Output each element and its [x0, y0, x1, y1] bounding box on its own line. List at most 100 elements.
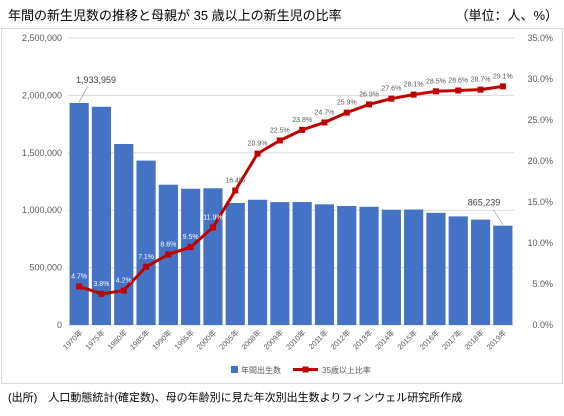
ratio-data-label: 23.8% [292, 117, 312, 124]
bar [314, 204, 335, 325]
bar [181, 188, 201, 325]
line-series [76, 83, 506, 297]
ratio-marker [343, 109, 350, 116]
x-axis-tick-label: 1985年 [127, 327, 152, 352]
ratio-data-label: 29.1% [493, 73, 513, 80]
source-note: (出所) 人口動態統計(確定数)、母の年齢別に見た年次別出生数よりフィンウェル研… [8, 392, 463, 404]
bar [136, 160, 156, 325]
y2-axis-tick-label: 30.0% [527, 74, 553, 84]
leader-lines [78, 86, 504, 225]
bar [91, 106, 112, 325]
bar [114, 143, 134, 325]
ratio-data-label: 9.5% [183, 234, 199, 241]
x-axis-tick-label: 2005年 [216, 327, 241, 352]
bar-data-label: 865,239 [468, 198, 501, 208]
ratio-marker [432, 88, 439, 95]
ratio-marker [254, 150, 261, 157]
legend-marker-ratio [302, 366, 309, 373]
ratio-marker [209, 224, 216, 231]
legend-swatch-births [231, 366, 238, 373]
category-axis: 1970年1975年1980年1985年1990年1995年2000年2005年… [60, 327, 508, 352]
bar [448, 216, 468, 325]
bar [426, 212, 446, 325]
ratio-marker [276, 137, 283, 144]
x-axis-tick-label: 1995年 [172, 327, 197, 352]
y2-axis-tick-label: 0.0% [532, 320, 553, 330]
bar [292, 202, 312, 325]
ratio-marker [299, 126, 306, 133]
data-labels: 1,933,959 865,239 4.7% 3.8% 4.2% 7.1% 8.6% 9.5%… [71, 73, 513, 287]
chart-area-border [1, 28, 563, 384]
x-axis-tick-label: 2013年 [350, 327, 375, 352]
ratio-data-label: 11.9% [203, 214, 222, 221]
right-axis: 0.0% 5.0% 10.0% 15.0% 20.0% 25.0% 30.0% 35.0% [527, 33, 553, 330]
y-axis-tick-label: 1,500,000 [22, 148, 62, 158]
ratio-data-label: 26.9% [359, 91, 379, 98]
ratio-data-label: 8.6% [160, 241, 176, 248]
y2-axis-tick-label: 20.0% [527, 156, 553, 166]
chart-title: 年間の新生児数の推移と母親が 35 歳以上の新生児の比率 [8, 8, 342, 23]
legend-label-ratio: 35歳以上比率 [322, 365, 371, 375]
y-axis-tick-label: 500,000 [29, 263, 62, 273]
bar [270, 202, 290, 325]
ratio-data-label: 16.4% [225, 178, 245, 185]
bar [381, 209, 401, 325]
bar-series [69, 102, 513, 325]
ratio-data-label: 25.9% [337, 100, 357, 107]
ratio-data-label: 24.7% [315, 109, 335, 116]
y2-axis-tick-label: 25.0% [527, 115, 553, 125]
ratio-marker [98, 290, 105, 297]
ratio-marker [120, 287, 127, 294]
x-axis-tick-label: 2011年 [306, 327, 330, 351]
x-axis-tick-label: 1975年 [83, 327, 108, 352]
legend-label-births: 年間出生数 [241, 365, 281, 375]
x-axis-tick-label: 2016年 [417, 327, 442, 352]
bar [493, 225, 513, 325]
y2-axis-tick-label: 10.0% [527, 238, 553, 248]
bar [404, 209, 424, 325]
ratio-marker [366, 101, 373, 108]
ratio-marker [499, 83, 506, 90]
bar [69, 102, 89, 325]
bar-label-leader-line [493, 209, 504, 225]
ratio-marker [76, 283, 83, 290]
ratio-marker [410, 91, 417, 98]
ratio-data-label: 28.7% [471, 77, 491, 84]
ratio-data-label: 3.8% [93, 281, 109, 288]
bar [337, 205, 357, 325]
ratio-marker [165, 251, 172, 258]
bar [470, 219, 491, 325]
bar [203, 188, 223, 325]
ratio-marker [388, 95, 395, 102]
y2-axis-tick-label: 5.0% [532, 279, 553, 289]
bar [359, 206, 379, 325]
x-axis-tick-label: 2015年 [395, 327, 420, 352]
ratio-marker [321, 119, 328, 126]
x-axis-tick-label: 2018年 [462, 327, 487, 352]
y2-axis-tick-label: 35.0% [527, 33, 553, 43]
gridlines [68, 37, 514, 326]
ratio-data-label: 28.6% [448, 77, 468, 84]
y-axis-tick-label: 0 [57, 320, 62, 330]
y-axis-tick-label: 2,500,000 [22, 33, 62, 43]
ratio-data-label: 4.7% [71, 273, 87, 280]
x-axis-tick-label: 2012年 [328, 327, 353, 352]
x-axis-tick-label: 2014年 [373, 327, 398, 352]
ratio-line [77, 84, 505, 296]
x-axis-tick-label: 2019年 [484, 327, 509, 352]
x-axis-tick-label: 2009年 [261, 327, 286, 352]
ratio-data-label: 4.2% [116, 278, 132, 285]
y-axis-tick-label: 2,000,000 [22, 90, 62, 100]
x-axis-tick-label: 2000年 [194, 327, 219, 352]
bar-label-leader-line [78, 86, 88, 103]
y-axis-tick-label: 1,000,000 [22, 205, 62, 215]
x-axis-tick-label: 1990年 [150, 327, 175, 352]
ratio-marker [143, 263, 150, 270]
bar-data-label: 1,933,959 [76, 75, 116, 85]
ratio-marker [455, 87, 462, 94]
bar [225, 202, 245, 325]
ratio-marker [187, 244, 194, 251]
ratio-data-label: 27.6% [381, 86, 401, 93]
x-axis-tick-label: 2008年 [239, 327, 264, 352]
